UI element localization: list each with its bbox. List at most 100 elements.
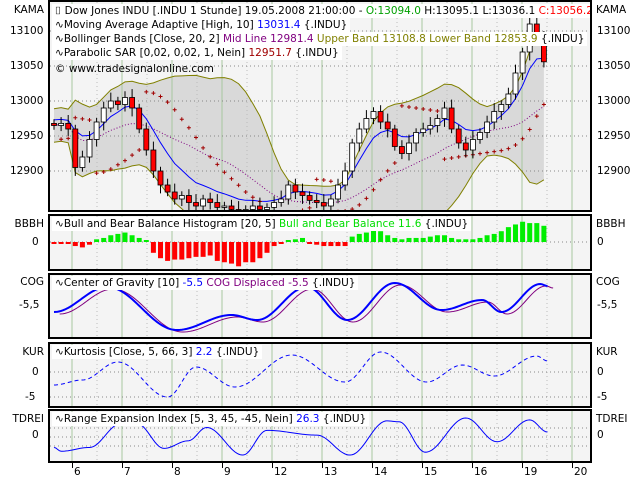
kur-legend: ∿Kurtosis [Close, 5, 66, 3] 2.2 {.INDU} — [52, 345, 263, 359]
y-tick: 0 — [597, 236, 604, 248]
histogram-bar — [491, 233, 497, 242]
candle-icon: ⌷ — [55, 5, 62, 17]
candle-body — [313, 199, 320, 203]
y-tick: 0 — [32, 429, 39, 441]
sar-point — [108, 167, 113, 172]
histogram-bar — [477, 237, 483, 242]
kur-symbol: {.INDU} — [215, 346, 260, 358]
bbbh-name: Bull and Bear Balance Histogram [20, 5] — [63, 218, 276, 230]
ama-legend: ∿Moving Average Adaptive [High, 10] 1303… — [52, 18, 351, 32]
sar-point — [307, 205, 312, 210]
bb-mid: Mid Line 12981.4 — [222, 33, 314, 45]
candle-body — [441, 107, 448, 119]
sar-point — [428, 108, 433, 113]
histogram-bar — [65, 242, 71, 244]
ama-value: 13031.4 — [257, 19, 301, 31]
axis-label-right: COG — [596, 276, 620, 288]
candle-body — [505, 93, 512, 105]
candle-body — [221, 205, 228, 208]
histogram-bar — [406, 237, 412, 242]
cog-panel[interactable]: ∿Center of Gravity [10] -5.5 COG Displac… — [48, 273, 592, 339]
histogram-bar — [51, 242, 57, 244]
histogram-bar — [236, 242, 242, 267]
bollinger-upper-line — [53, 32, 545, 187]
sar-point — [87, 117, 92, 122]
x-tick-label: 9 — [224, 466, 231, 478]
histogram-bar — [321, 242, 327, 247]
sar-value: 12951.7 — [248, 47, 292, 59]
candle-body — [207, 198, 214, 203]
tdrei-panel[interactable]: ∿Range Expansion Index [5, 3, 45, -45, N… — [48, 409, 592, 463]
candle-body — [285, 184, 292, 200]
cog-symbol: {.INDU} — [312, 277, 356, 289]
histogram-bar — [513, 224, 518, 242]
close-value: C:13056.2 — [538, 5, 592, 17]
sar-point — [321, 177, 326, 182]
bbbh-panel[interactable]: ∿Bull and Bear Balance Histogram [20, 5]… — [48, 214, 592, 271]
kurtosis-panel[interactable]: ∿Kurtosis [Close, 5, 66, 3] 2.2 {.INDU} — [48, 342, 592, 408]
axis-label-right: KAMA — [596, 4, 627, 16]
histogram-bar — [292, 239, 298, 242]
y-tick: 12950 — [10, 130, 44, 142]
histogram-bar — [115, 233, 121, 242]
axis-label-left: TDREI — [12, 413, 44, 425]
sar-point — [499, 148, 504, 153]
cog-displaced: COG Displaced -5.5 — [206, 277, 309, 289]
cog-displaced-line — [59, 284, 554, 333]
x-tick-label: 13 — [324, 466, 338, 478]
axis-label-right: KUR — [596, 346, 618, 358]
indicator-icon: ∿ — [55, 277, 64, 289]
sar-point — [194, 135, 198, 140]
axis-label-left: KUR — [22, 346, 44, 358]
axis-label-left: COG — [20, 276, 44, 288]
candle-body — [122, 97, 128, 105]
histogram-bar — [541, 225, 547, 242]
sar-point — [201, 145, 206, 150]
histogram-bar — [342, 242, 348, 247]
candle-body — [299, 191, 306, 196]
tdrei-legend: ∿Range Expansion Index [5, 3, 45, -45, N… — [52, 412, 370, 426]
sar-point — [222, 170, 227, 175]
axis-label-left: KAMA — [13, 4, 44, 16]
sar-point — [137, 148, 142, 153]
sar-point — [300, 208, 305, 210]
candle-body — [370, 111, 377, 119]
y-tick: 13100 — [10, 25, 44, 37]
candle-body — [143, 128, 150, 151]
histogram-bar — [456, 239, 462, 242]
price-chart-panel[interactable]: ⌷ Dow Jones INDU [.INDU 1 Stunde] 19.05.… — [48, 0, 592, 212]
sar-point — [442, 157, 447, 162]
histogram-bar — [427, 236, 433, 242]
sar-point — [314, 177, 319, 182]
sar-point — [414, 106, 419, 111]
candle-body — [512, 72, 519, 95]
bb-name: Bollinger Bands [Close, 20, 2] — [63, 33, 220, 45]
candle-body — [306, 195, 313, 201]
high-value: H:13095.1 — [424, 5, 480, 17]
histogram-bar — [136, 237, 142, 242]
y-tick: 13050 — [10, 60, 44, 72]
candle-body — [171, 191, 178, 200]
histogram-bar — [363, 232, 369, 242]
candle-body — [455, 128, 462, 144]
histogram-bar — [505, 227, 511, 242]
histogram-bar — [72, 242, 78, 247]
candle-body — [79, 156, 86, 168]
histogram-bar — [87, 242, 92, 245]
sar-point — [123, 158, 127, 163]
x-tick-label: 19 — [524, 466, 538, 478]
candle-body — [242, 209, 249, 210]
histogram-bar — [207, 242, 213, 256]
x-tick-label: 12 — [274, 466, 288, 478]
x-tick — [422, 463, 423, 468]
y-tick: -5,5 — [19, 299, 40, 311]
histogram-bar — [385, 235, 391, 242]
histogram-bar — [179, 242, 185, 260]
histogram-bar — [214, 242, 220, 261]
sar-point — [541, 102, 546, 107]
tdrei-chart — [50, 411, 590, 461]
indicator-icon: ∿ — [55, 218, 64, 230]
candle-body — [498, 104, 505, 112]
kama-line — [53, 57, 544, 202]
x-tick — [322, 463, 323, 468]
